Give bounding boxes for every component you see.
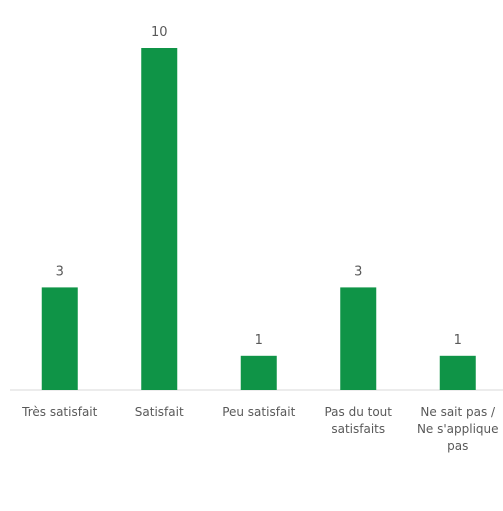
value-label: 10	[151, 25, 168, 40]
x-tick-label: Ne sait pas / Ne s'applique pas	[416, 405, 499, 453]
bar	[41, 287, 78, 390]
bar	[340, 287, 377, 390]
x-tick-label: Satisfait	[134, 405, 184, 419]
x-tick-label: Pas du tout satisfaits	[324, 405, 392, 436]
x-tick-label: Peu satisfait	[222, 405, 296, 419]
x-tick-label: Très satisfait	[22, 405, 98, 419]
value-label: 1	[255, 333, 263, 348]
value-label: 1	[454, 333, 462, 348]
bar	[240, 355, 277, 390]
bar	[439, 355, 476, 390]
value-label: 3	[354, 264, 362, 279]
bar	[141, 48, 178, 390]
value-label: 3	[56, 264, 64, 279]
